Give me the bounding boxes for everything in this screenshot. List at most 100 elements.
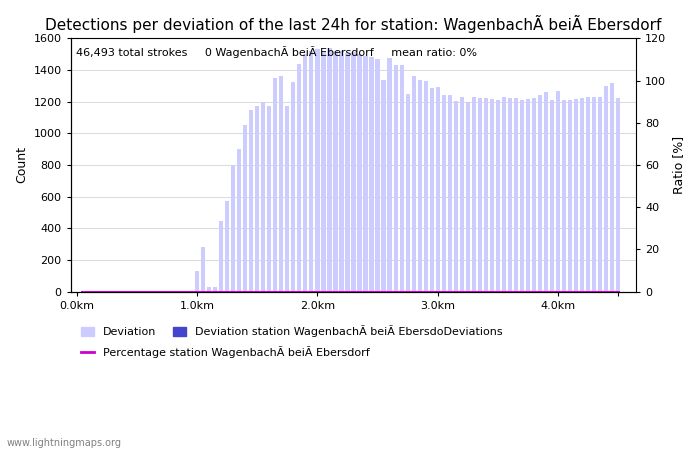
Bar [207, 287, 211, 292]
Bar [550, 100, 554, 292]
Title: Detections per deviation of the last 24h for station: WagenbachÃ beiÃ Ebersdorf: Detections per deviation of the last 24h… [46, 15, 661, 33]
Bar [351, 52, 356, 292]
Bar [460, 97, 464, 292]
Bar [382, 80, 386, 292]
Bar [166, 291, 168, 292]
Bar [136, 291, 138, 292]
Bar [424, 291, 427, 292]
Bar [556, 90, 560, 292]
Bar [454, 101, 458, 292]
Bar [237, 149, 241, 292]
Bar [255, 106, 259, 292]
Bar [388, 58, 392, 292]
Bar [286, 291, 288, 292]
Bar [291, 82, 295, 292]
Bar [322, 291, 325, 292]
Bar [544, 92, 548, 292]
Bar [598, 97, 602, 292]
Bar [405, 94, 409, 292]
Bar [316, 291, 319, 292]
Bar [118, 291, 120, 292]
Bar [604, 86, 608, 292]
Bar [105, 291, 109, 292]
Bar [581, 291, 583, 292]
Bar [202, 291, 204, 292]
Bar [129, 291, 133, 292]
Bar [593, 291, 596, 292]
Bar [479, 291, 481, 292]
Bar [508, 99, 512, 292]
Bar [503, 291, 505, 292]
Bar [328, 48, 332, 292]
Bar [172, 291, 174, 292]
Bar [484, 99, 488, 292]
Bar [92, 291, 97, 292]
Bar [81, 291, 84, 292]
Bar [412, 76, 416, 292]
Bar [262, 291, 265, 292]
Bar [189, 291, 193, 292]
Bar [352, 291, 355, 292]
Bar [586, 97, 590, 292]
Bar [477, 99, 482, 292]
Bar [122, 291, 127, 292]
Bar [491, 291, 494, 292]
Bar [244, 291, 246, 292]
Bar [213, 287, 217, 292]
Bar [285, 106, 289, 292]
Bar [437, 291, 439, 292]
Bar [111, 291, 115, 292]
Bar [208, 291, 211, 292]
Bar [461, 291, 463, 292]
Bar [580, 99, 584, 292]
Bar [407, 291, 409, 292]
Bar [412, 291, 415, 292]
Bar [473, 291, 475, 292]
Y-axis label: Ratio [%]: Ratio [%] [672, 136, 685, 194]
Bar [363, 56, 368, 292]
Bar [196, 291, 198, 292]
Bar [165, 291, 169, 292]
Bar [345, 53, 349, 292]
Bar [375, 59, 379, 292]
Bar [106, 291, 108, 292]
Bar [538, 95, 542, 292]
Bar [514, 291, 517, 292]
Bar [358, 291, 361, 292]
Bar [610, 83, 615, 292]
Y-axis label: Count: Count [15, 147, 28, 184]
Bar [231, 165, 235, 292]
Bar [99, 291, 102, 292]
Bar [195, 271, 199, 292]
Bar [321, 51, 326, 292]
Bar [303, 54, 307, 292]
Text: www.lightningmaps.org: www.lightningmaps.org [7, 438, 122, 448]
Bar [298, 63, 302, 292]
Bar [526, 291, 529, 292]
Bar [400, 65, 404, 292]
Bar [605, 291, 608, 292]
Bar [526, 99, 530, 292]
Bar [99, 291, 103, 292]
Bar [298, 291, 300, 292]
Bar [382, 291, 385, 292]
Bar [154, 291, 156, 292]
Bar [364, 291, 367, 292]
Bar [183, 291, 187, 292]
Bar [563, 291, 566, 292]
Bar [551, 291, 553, 292]
Bar [400, 291, 403, 292]
Text: 46,493 total strokes     0 WagenbachÃ beiÃ Ebersdorf     mean ratio: 0%: 46,493 total strokes 0 WagenbachÃ beiÃ E… [76, 46, 477, 58]
Bar [340, 51, 344, 292]
Bar [310, 291, 313, 292]
Bar [160, 291, 162, 292]
Bar [238, 291, 240, 292]
Bar [219, 221, 223, 292]
Bar [328, 291, 330, 292]
Legend: Percentage station WagenbachÃ beiÃ Ebersdorf: Percentage station WagenbachÃ beiÃ Ebers… [76, 341, 374, 362]
Bar [496, 100, 500, 292]
Bar [467, 291, 469, 292]
Bar [135, 291, 139, 292]
Bar [171, 291, 175, 292]
Bar [333, 51, 337, 292]
